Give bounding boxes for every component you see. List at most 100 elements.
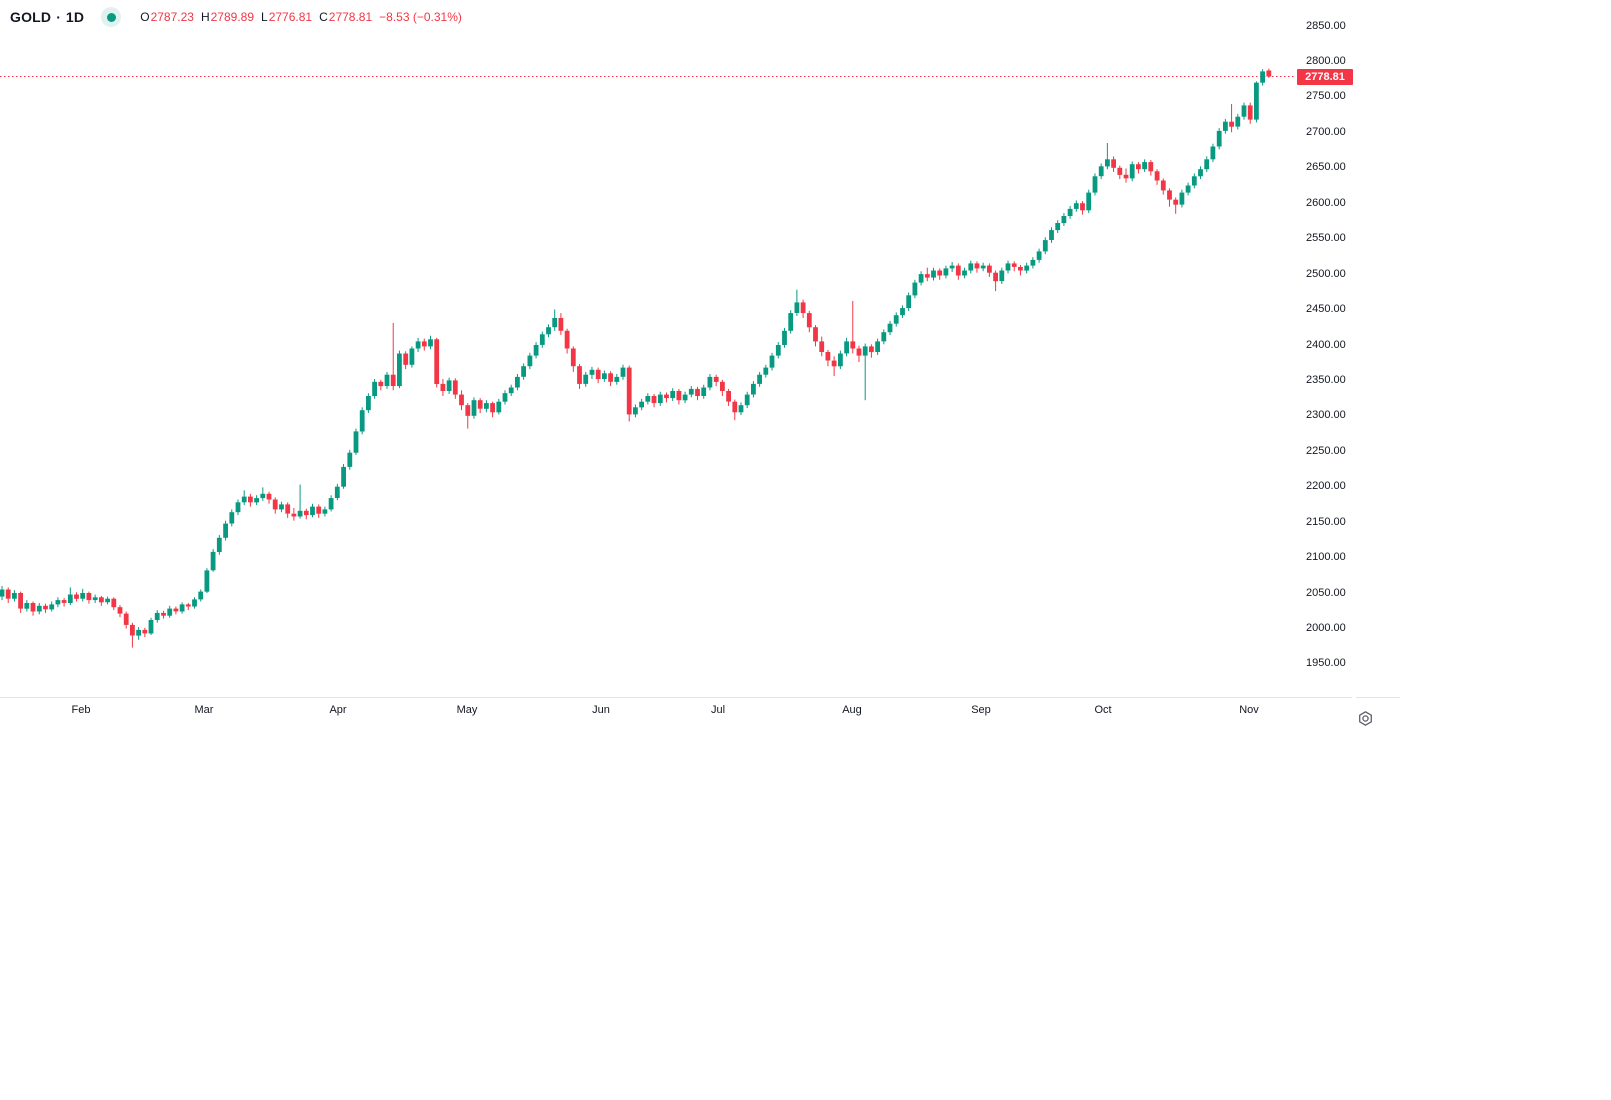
candle[interactable]: [378, 379, 384, 391]
candle[interactable]: [862, 343, 868, 401]
candle[interactable]: [974, 261, 980, 273]
candle[interactable]: [1254, 81, 1259, 123]
candle[interactable]: [1142, 159, 1147, 172]
candle[interactable]: [949, 262, 955, 272]
candle[interactable]: [279, 501, 284, 513]
candle[interactable]: [1036, 248, 1042, 263]
candle[interactable]: [216, 534, 222, 555]
candle[interactable]: [1030, 257, 1036, 269]
candle[interactable]: [80, 588, 86, 602]
symbol-name[interactable]: GOLD: [10, 9, 52, 25]
candle[interactable]: [993, 270, 998, 292]
candle[interactable]: [30, 601, 36, 616]
candle[interactable]: [1129, 161, 1135, 182]
candle[interactable]: [185, 603, 191, 611]
candle[interactable]: [12, 590, 17, 602]
candle[interactable]: [1185, 182, 1191, 196]
candle[interactable]: [74, 592, 79, 602]
candle[interactable]: [1154, 169, 1160, 185]
candle[interactable]: [626, 365, 632, 422]
candle[interactable]: [390, 323, 396, 391]
candle[interactable]: [161, 610, 166, 619]
candle[interactable]: [924, 267, 930, 282]
candle[interactable]: [260, 487, 266, 501]
candle[interactable]: [701, 384, 707, 399]
candle[interactable]: [173, 606, 179, 615]
candle[interactable]: [782, 327, 787, 348]
candle[interactable]: [1167, 188, 1172, 207]
candle[interactable]: [359, 407, 365, 435]
candle[interactable]: [1229, 104, 1234, 133]
candle[interactable]: [421, 338, 427, 351]
candle[interactable]: [1024, 262, 1030, 274]
candle[interactable]: [1136, 162, 1141, 174]
candle[interactable]: [477, 398, 483, 413]
candle[interactable]: [738, 402, 744, 416]
candle[interactable]: [1098, 163, 1104, 180]
candle[interactable]: [583, 371, 589, 387]
candle[interactable]: [235, 499, 241, 516]
candle[interactable]: [43, 603, 48, 613]
candle[interactable]: [1005, 260, 1011, 274]
candle[interactable]: [664, 392, 669, 403]
candle[interactable]: [111, 597, 117, 611]
candle[interactable]: [670, 388, 676, 401]
candle[interactable]: [328, 495, 334, 512]
candle[interactable]: [577, 364, 582, 389]
candle[interactable]: [1179, 189, 1185, 208]
candle[interactable]: [1018, 264, 1023, 276]
candle[interactable]: [769, 352, 775, 371]
candle[interactable]: [403, 351, 409, 370]
candle[interactable]: [310, 503, 315, 518]
timeframe-label[interactable]: 1D: [65, 9, 85, 25]
candle[interactable]: [223, 520, 228, 541]
candle[interactable]: [931, 267, 936, 281]
price-axis[interactable]: 2850.00 2800.00 2750.00 2700.00 2650.00 2600.…: [1296, 0, 1406, 697]
candle[interactable]: [61, 598, 67, 607]
candle[interactable]: [775, 342, 781, 359]
candle[interactable]: [484, 400, 489, 413]
candle[interactable]: [515, 374, 520, 391]
candle[interactable]: [639, 398, 644, 411]
candle[interactable]: [688, 386, 694, 398]
candle[interactable]: [962, 267, 967, 279]
candle[interactable]: [347, 449, 353, 470]
candle[interactable]: [819, 336, 825, 357]
candle[interactable]: [1073, 200, 1079, 212]
candle[interactable]: [645, 393, 651, 405]
candle[interactable]: [980, 262, 986, 272]
candle[interactable]: [452, 378, 458, 399]
candle[interactable]: [800, 299, 806, 318]
candle[interactable]: [856, 345, 862, 362]
candle[interactable]: [446, 377, 452, 394]
candle[interactable]: [36, 603, 42, 615]
candle[interactable]: [428, 335, 433, 350]
candle[interactable]: [608, 371, 613, 387]
candle[interactable]: [720, 379, 725, 396]
candle[interactable]: [1266, 68, 1272, 78]
candle[interactable]: [67, 587, 73, 606]
candle[interactable]: [167, 605, 173, 618]
candle[interactable]: [955, 263, 961, 280]
market-status-icon[interactable]: [101, 7, 122, 27]
candle[interactable]: [266, 491, 272, 504]
candle[interactable]: [397, 350, 402, 389]
candle[interactable]: [893, 312, 899, 327]
candle[interactable]: [676, 388, 682, 405]
candle[interactable]: [838, 350, 843, 370]
candle[interactable]: [384, 371, 390, 389]
candle[interactable]: [285, 502, 291, 518]
candle[interactable]: [651, 393, 657, 408]
candle[interactable]: [937, 268, 943, 280]
candle[interactable]: [763, 364, 769, 378]
candle[interactable]: [1235, 113, 1241, 130]
candle[interactable]: [1148, 160, 1154, 176]
price-scale-settings-button[interactable]: [1355, 708, 1375, 728]
candle[interactable]: [1105, 143, 1110, 170]
candle[interactable]: [614, 374, 620, 385]
candle[interactable]: [1055, 220, 1061, 233]
candle[interactable]: [99, 595, 104, 606]
candle[interactable]: [502, 390, 508, 405]
candle[interactable]: [850, 301, 856, 354]
candle[interactable]: [291, 508, 297, 521]
